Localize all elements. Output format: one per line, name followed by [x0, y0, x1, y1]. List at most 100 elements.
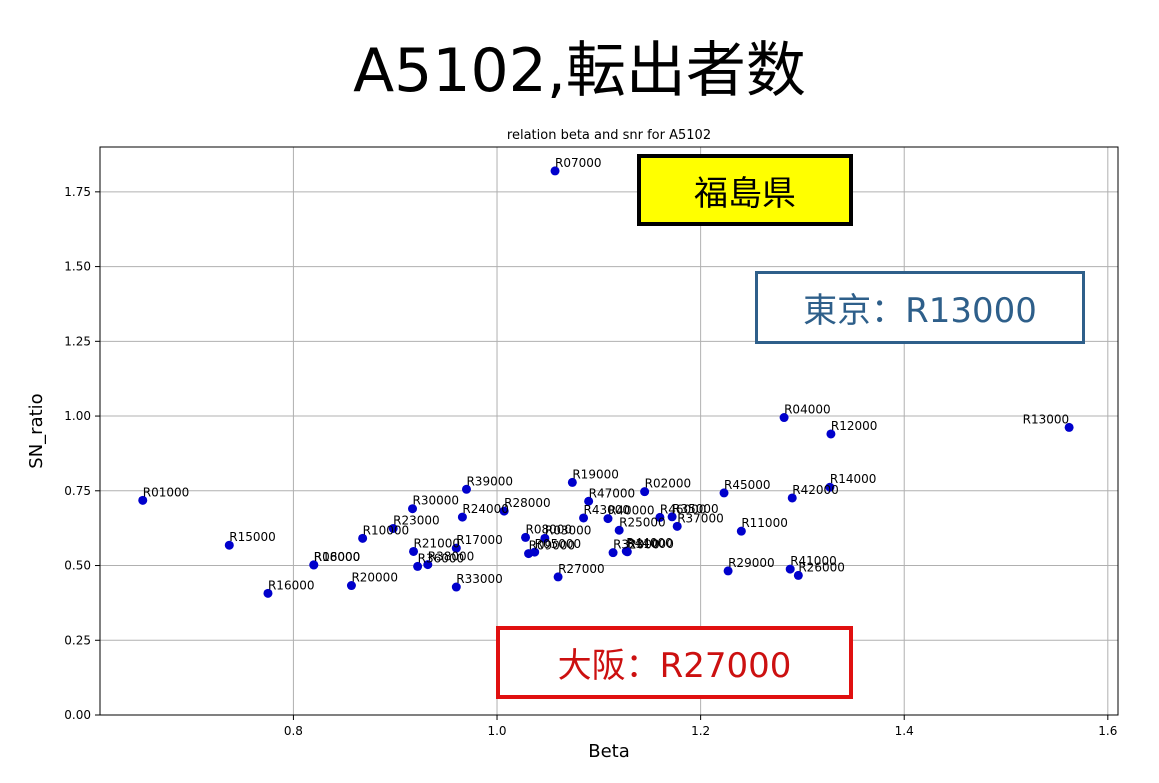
callout-fukushima: 福島県: [637, 154, 853, 226]
point-label: R25000: [619, 515, 666, 529]
data-point: [413, 561, 423, 571]
data-point: [787, 493, 797, 503]
data-point: [614, 525, 624, 535]
point-label: R40000: [608, 504, 655, 518]
data-point: [540, 533, 550, 543]
y-tick-label: 0.75: [64, 484, 91, 498]
point-label: R46000: [660, 502, 707, 516]
point-label: R20000: [351, 571, 398, 585]
point-label: R44000: [626, 536, 673, 550]
data-point: [825, 482, 835, 492]
point-label: R10000: [363, 523, 410, 537]
point-labels-layer: R01000 R04000 R06000 R07000 R09000 R02000 R100…: [143, 156, 1069, 592]
point-label: R28000: [504, 496, 551, 510]
point-label: R03000: [545, 523, 592, 537]
callout-osaka: 大阪：R27000: [496, 626, 853, 699]
data-point: [224, 540, 234, 550]
slide-title: A5102,転出者数: [353, 36, 806, 106]
point-label: R24000: [462, 502, 509, 516]
data-point: [461, 484, 471, 494]
point-label: R05000: [535, 537, 582, 551]
point-label: R13000: [1023, 412, 1070, 426]
data-point: [521, 532, 531, 542]
point-label: R16000: [268, 578, 315, 592]
data-point: [640, 487, 650, 497]
data-point: [736, 526, 746, 536]
plot-frame: [99, 146, 1119, 716]
data-point: [719, 488, 729, 498]
point-label: R37000: [677, 511, 724, 525]
data-point: [423, 560, 433, 570]
point-label: R18000: [314, 550, 361, 564]
data-point: [358, 533, 368, 543]
data-point: [667, 512, 677, 522]
y-tick-label: 1.50: [64, 260, 91, 274]
y-axis-label: SN_ratio: [26, 393, 47, 468]
point-label: R06000: [314, 550, 361, 564]
data-point: [584, 496, 594, 506]
data-point: [779, 413, 789, 423]
data-point: [793, 570, 803, 580]
point-label: R36000: [418, 551, 465, 565]
data-point: [388, 523, 398, 533]
data-point: [346, 581, 356, 591]
data-point: [263, 588, 273, 598]
y-tick-label: 0.00: [64, 708, 91, 722]
data-point: [672, 521, 682, 531]
data-point: [579, 513, 589, 523]
data-point: [457, 512, 467, 522]
y-tick-label: 0.25: [64, 633, 91, 647]
ticks-layer: 0.8 1.0 1.2 1.4 1.6 0.00 0.25 0.50 0.75 1.00 1.25 1…: [64, 185, 1117, 738]
data-point: [550, 166, 560, 176]
x-tick-label: 0.8: [284, 724, 303, 738]
point-label: R31000: [627, 537, 674, 551]
point-label: R27000: [558, 562, 605, 576]
data-point: [451, 543, 461, 553]
point-label: R04000: [784, 403, 831, 417]
data-point: [553, 572, 563, 582]
point-label: R33000: [456, 572, 503, 586]
callout-tokyo: 東京：R13000: [755, 271, 1085, 344]
chart-title: relation beta and snr for A5102: [507, 128, 711, 143]
point-label: R32000: [613, 538, 660, 552]
point-label: R35000: [672, 502, 719, 516]
data-point: [451, 582, 461, 592]
point-label: R29000: [728, 556, 775, 570]
point-label: R42000: [792, 483, 839, 497]
point-label: R26000: [798, 560, 845, 574]
x-tick-label: 1.4: [895, 724, 914, 738]
point-label: R12000: [831, 419, 878, 433]
point-label: R39000: [466, 474, 513, 488]
point-label: R17000: [456, 533, 503, 547]
point-label: R21000: [414, 536, 461, 550]
y-tick-label: 1.75: [64, 185, 91, 199]
data-point: [621, 546, 631, 556]
point-label: R08000: [526, 522, 573, 536]
point-label: R41000: [790, 554, 837, 568]
data-point: [499, 506, 509, 516]
data-point: [1064, 422, 1074, 432]
point-label: R07000: [555, 156, 602, 170]
data-point: [408, 504, 418, 514]
point-label: R47000: [589, 486, 636, 500]
data-point: [723, 566, 733, 576]
x-tick-label: 1.6: [1098, 724, 1117, 738]
data-point: [785, 564, 795, 574]
point-label: R30000: [413, 494, 460, 508]
point-label: R19000: [572, 467, 619, 481]
data-point: [603, 514, 613, 524]
x-tick-label: 1.2: [691, 724, 710, 738]
point-label: R38000: [428, 550, 475, 564]
point-label: R45000: [724, 478, 771, 492]
point-label: R01000: [143, 485, 190, 499]
y-tick-label: 1.00: [64, 409, 91, 423]
data-point: [608, 548, 618, 558]
point-label: R11000: [741, 516, 788, 530]
data-point: [655, 512, 665, 522]
point-label: R43000: [584, 503, 631, 517]
data-point: [567, 477, 577, 487]
data-point: [826, 429, 836, 439]
x-axis-label: Beta: [588, 741, 630, 762]
x-tick-label: 1.0: [487, 724, 506, 738]
point-label: R09000: [529, 539, 576, 553]
